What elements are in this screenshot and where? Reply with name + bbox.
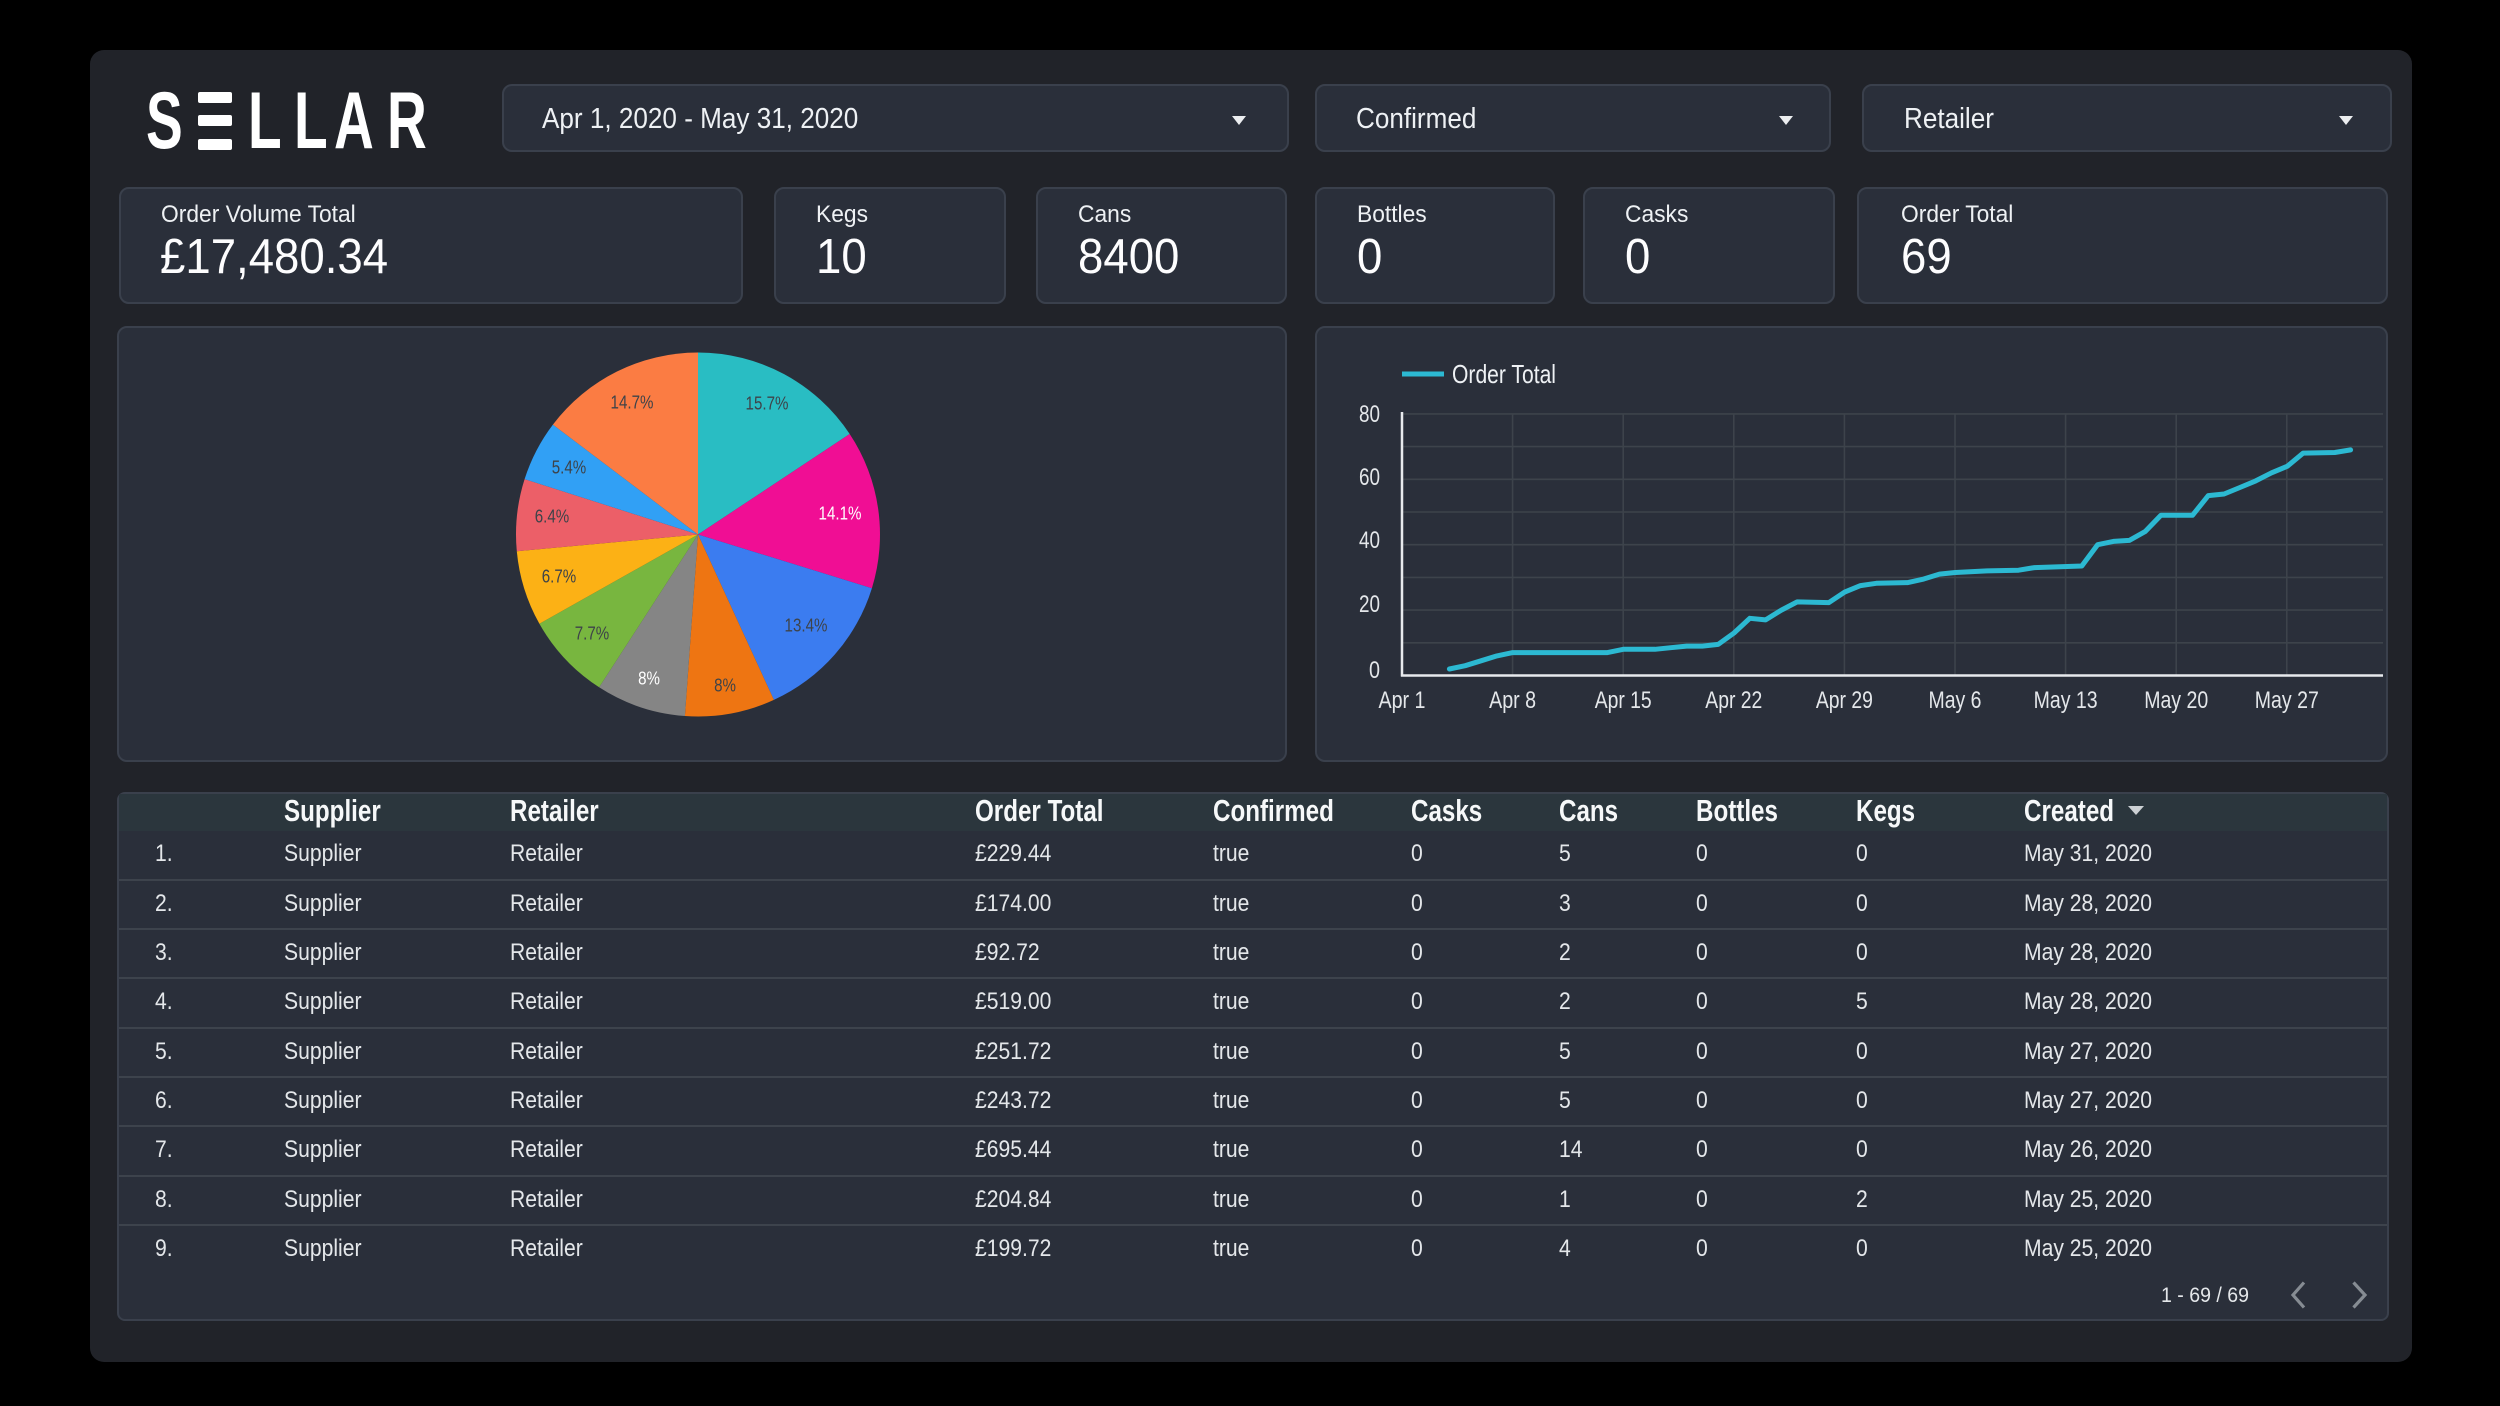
svg-text:Apr 1: Apr 1 xyxy=(1379,687,1426,714)
svg-text:May 13: May 13 xyxy=(2034,687,2098,714)
svg-text:80: 80 xyxy=(1359,401,1380,428)
svg-text:60: 60 xyxy=(1359,464,1380,491)
svg-text:20: 20 xyxy=(1359,591,1380,618)
svg-text:Apr 15: Apr 15 xyxy=(1595,687,1652,714)
svg-text:May 27: May 27 xyxy=(2255,687,2319,714)
svg-text:May 6: May 6 xyxy=(1929,687,1982,714)
svg-text:Apr 22: Apr 22 xyxy=(1705,687,1762,714)
svg-text:Apr 29: Apr 29 xyxy=(1816,687,1873,714)
svg-text:Apr 8: Apr 8 xyxy=(1489,687,1536,714)
svg-text:Order Total: Order Total xyxy=(1452,359,1556,389)
svg-text:40: 40 xyxy=(1359,527,1380,554)
svg-text:0: 0 xyxy=(1369,657,1380,684)
svg-text:May 20: May 20 xyxy=(2144,687,2208,714)
